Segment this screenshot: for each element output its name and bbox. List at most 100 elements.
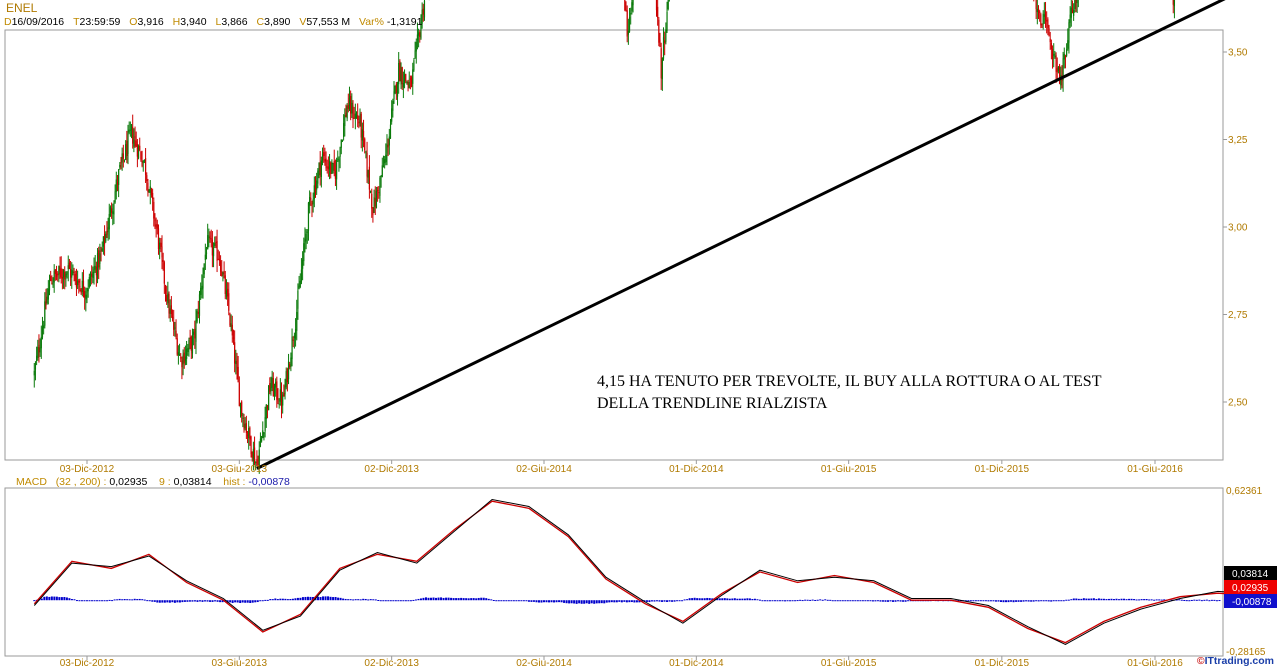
histogram-bar xyxy=(1208,600,1211,602)
candle-body xyxy=(400,70,402,85)
candle-body xyxy=(79,286,81,288)
macd-value-box xyxy=(1224,594,1277,608)
histogram-bar xyxy=(324,596,327,601)
y-tick-label: 2,75 xyxy=(1228,310,1248,321)
candle-body xyxy=(300,269,303,283)
candle-body xyxy=(1071,8,1074,13)
histogram-bar xyxy=(193,600,196,602)
signal-line xyxy=(33,498,1245,645)
candle-body xyxy=(106,230,108,235)
candle-body xyxy=(307,202,310,231)
histogram-bar xyxy=(384,600,387,602)
candle-body xyxy=(1058,65,1061,84)
candle-body xyxy=(1066,49,1068,56)
hist-label: hist : xyxy=(223,476,246,488)
date-value: 16/09/2016 xyxy=(11,16,65,28)
candle-body xyxy=(1053,53,1055,56)
histogram-bar xyxy=(394,600,397,602)
histogram-bar xyxy=(846,600,849,602)
candle-body xyxy=(66,271,68,275)
histogram-bar xyxy=(339,597,342,601)
histogram-bar xyxy=(1007,600,1010,603)
candle-body xyxy=(175,330,177,338)
histogram-bar xyxy=(558,600,561,603)
candle-body xyxy=(306,231,308,233)
candle-body xyxy=(95,266,97,276)
candle-body xyxy=(232,337,235,339)
histogram-bar xyxy=(1118,599,1121,601)
histogram-bar xyxy=(156,600,159,603)
histogram-bar xyxy=(455,598,458,601)
candle-body xyxy=(271,377,273,388)
candle-body xyxy=(371,193,373,209)
histogram-bar xyxy=(758,599,761,601)
candle-body xyxy=(202,275,204,289)
histogram-bar xyxy=(1205,599,1208,601)
histogram-bar xyxy=(126,599,129,601)
histogram-bar xyxy=(472,598,475,601)
histogram-bar xyxy=(88,600,91,602)
histogram-bar xyxy=(106,600,109,602)
candle-body xyxy=(361,129,363,141)
histogram-bar xyxy=(91,600,94,602)
candle-body xyxy=(1047,19,1049,28)
histogram-bar xyxy=(1037,600,1040,602)
candle-body xyxy=(661,58,663,80)
histogram-bar xyxy=(440,597,443,601)
candle-body xyxy=(243,419,245,430)
candle-body xyxy=(229,313,231,326)
histogram-bar xyxy=(148,600,151,602)
candle-body xyxy=(264,417,266,432)
histogram-bar xyxy=(437,597,440,601)
candle-body xyxy=(328,161,331,170)
candle-body xyxy=(256,459,258,465)
histogram-bar xyxy=(839,600,842,602)
candle-body xyxy=(235,360,237,365)
histogram-bar xyxy=(819,599,822,601)
macd-x-tick-label: 01-Dic-2014 xyxy=(669,658,724,668)
histogram-bar xyxy=(183,600,186,602)
histogram-bar xyxy=(43,596,46,601)
candle-body xyxy=(624,0,626,11)
histogram-bar xyxy=(784,600,787,602)
candle-body xyxy=(155,224,157,227)
macd-x-tick-label: 03-Giu-2013 xyxy=(212,658,268,668)
histogram-bar xyxy=(1087,598,1090,601)
candle-body xyxy=(58,265,60,275)
candle-body xyxy=(92,271,94,278)
histogram-bar xyxy=(116,599,119,601)
candle-body xyxy=(321,153,324,161)
histogram-bar xyxy=(686,599,689,601)
histogram-bar xyxy=(133,598,136,601)
histogram-bar xyxy=(470,598,473,601)
candle-body xyxy=(375,190,378,208)
candle-body xyxy=(114,191,116,203)
candle-body xyxy=(287,361,290,380)
candle-body xyxy=(282,394,284,406)
histogram-bar xyxy=(289,598,292,601)
histogram-bar xyxy=(824,599,827,601)
candle-body xyxy=(387,144,389,148)
candle-body xyxy=(338,159,340,162)
histogram-bar xyxy=(1163,599,1166,601)
candle-body xyxy=(263,432,265,434)
histogram-bar xyxy=(1067,599,1070,601)
candle-body xyxy=(309,197,311,206)
histogram-bar xyxy=(419,598,422,601)
candle-body xyxy=(149,186,151,193)
histogram-bar xyxy=(771,600,774,602)
candle-body xyxy=(208,236,210,238)
histogram-bar xyxy=(1012,600,1015,603)
candle-body xyxy=(195,320,197,342)
macd-value-label: -0,00878 xyxy=(1232,597,1272,608)
candle-body xyxy=(132,126,134,144)
candle-body xyxy=(75,280,78,288)
candle-body xyxy=(163,262,165,284)
histogram-bar xyxy=(495,600,498,602)
histogram-bar xyxy=(33,600,36,602)
candle-body xyxy=(224,275,226,295)
candle-body xyxy=(278,403,280,405)
histogram-bar xyxy=(668,600,671,602)
histogram-bar xyxy=(251,600,254,603)
histogram-bar xyxy=(831,600,834,602)
